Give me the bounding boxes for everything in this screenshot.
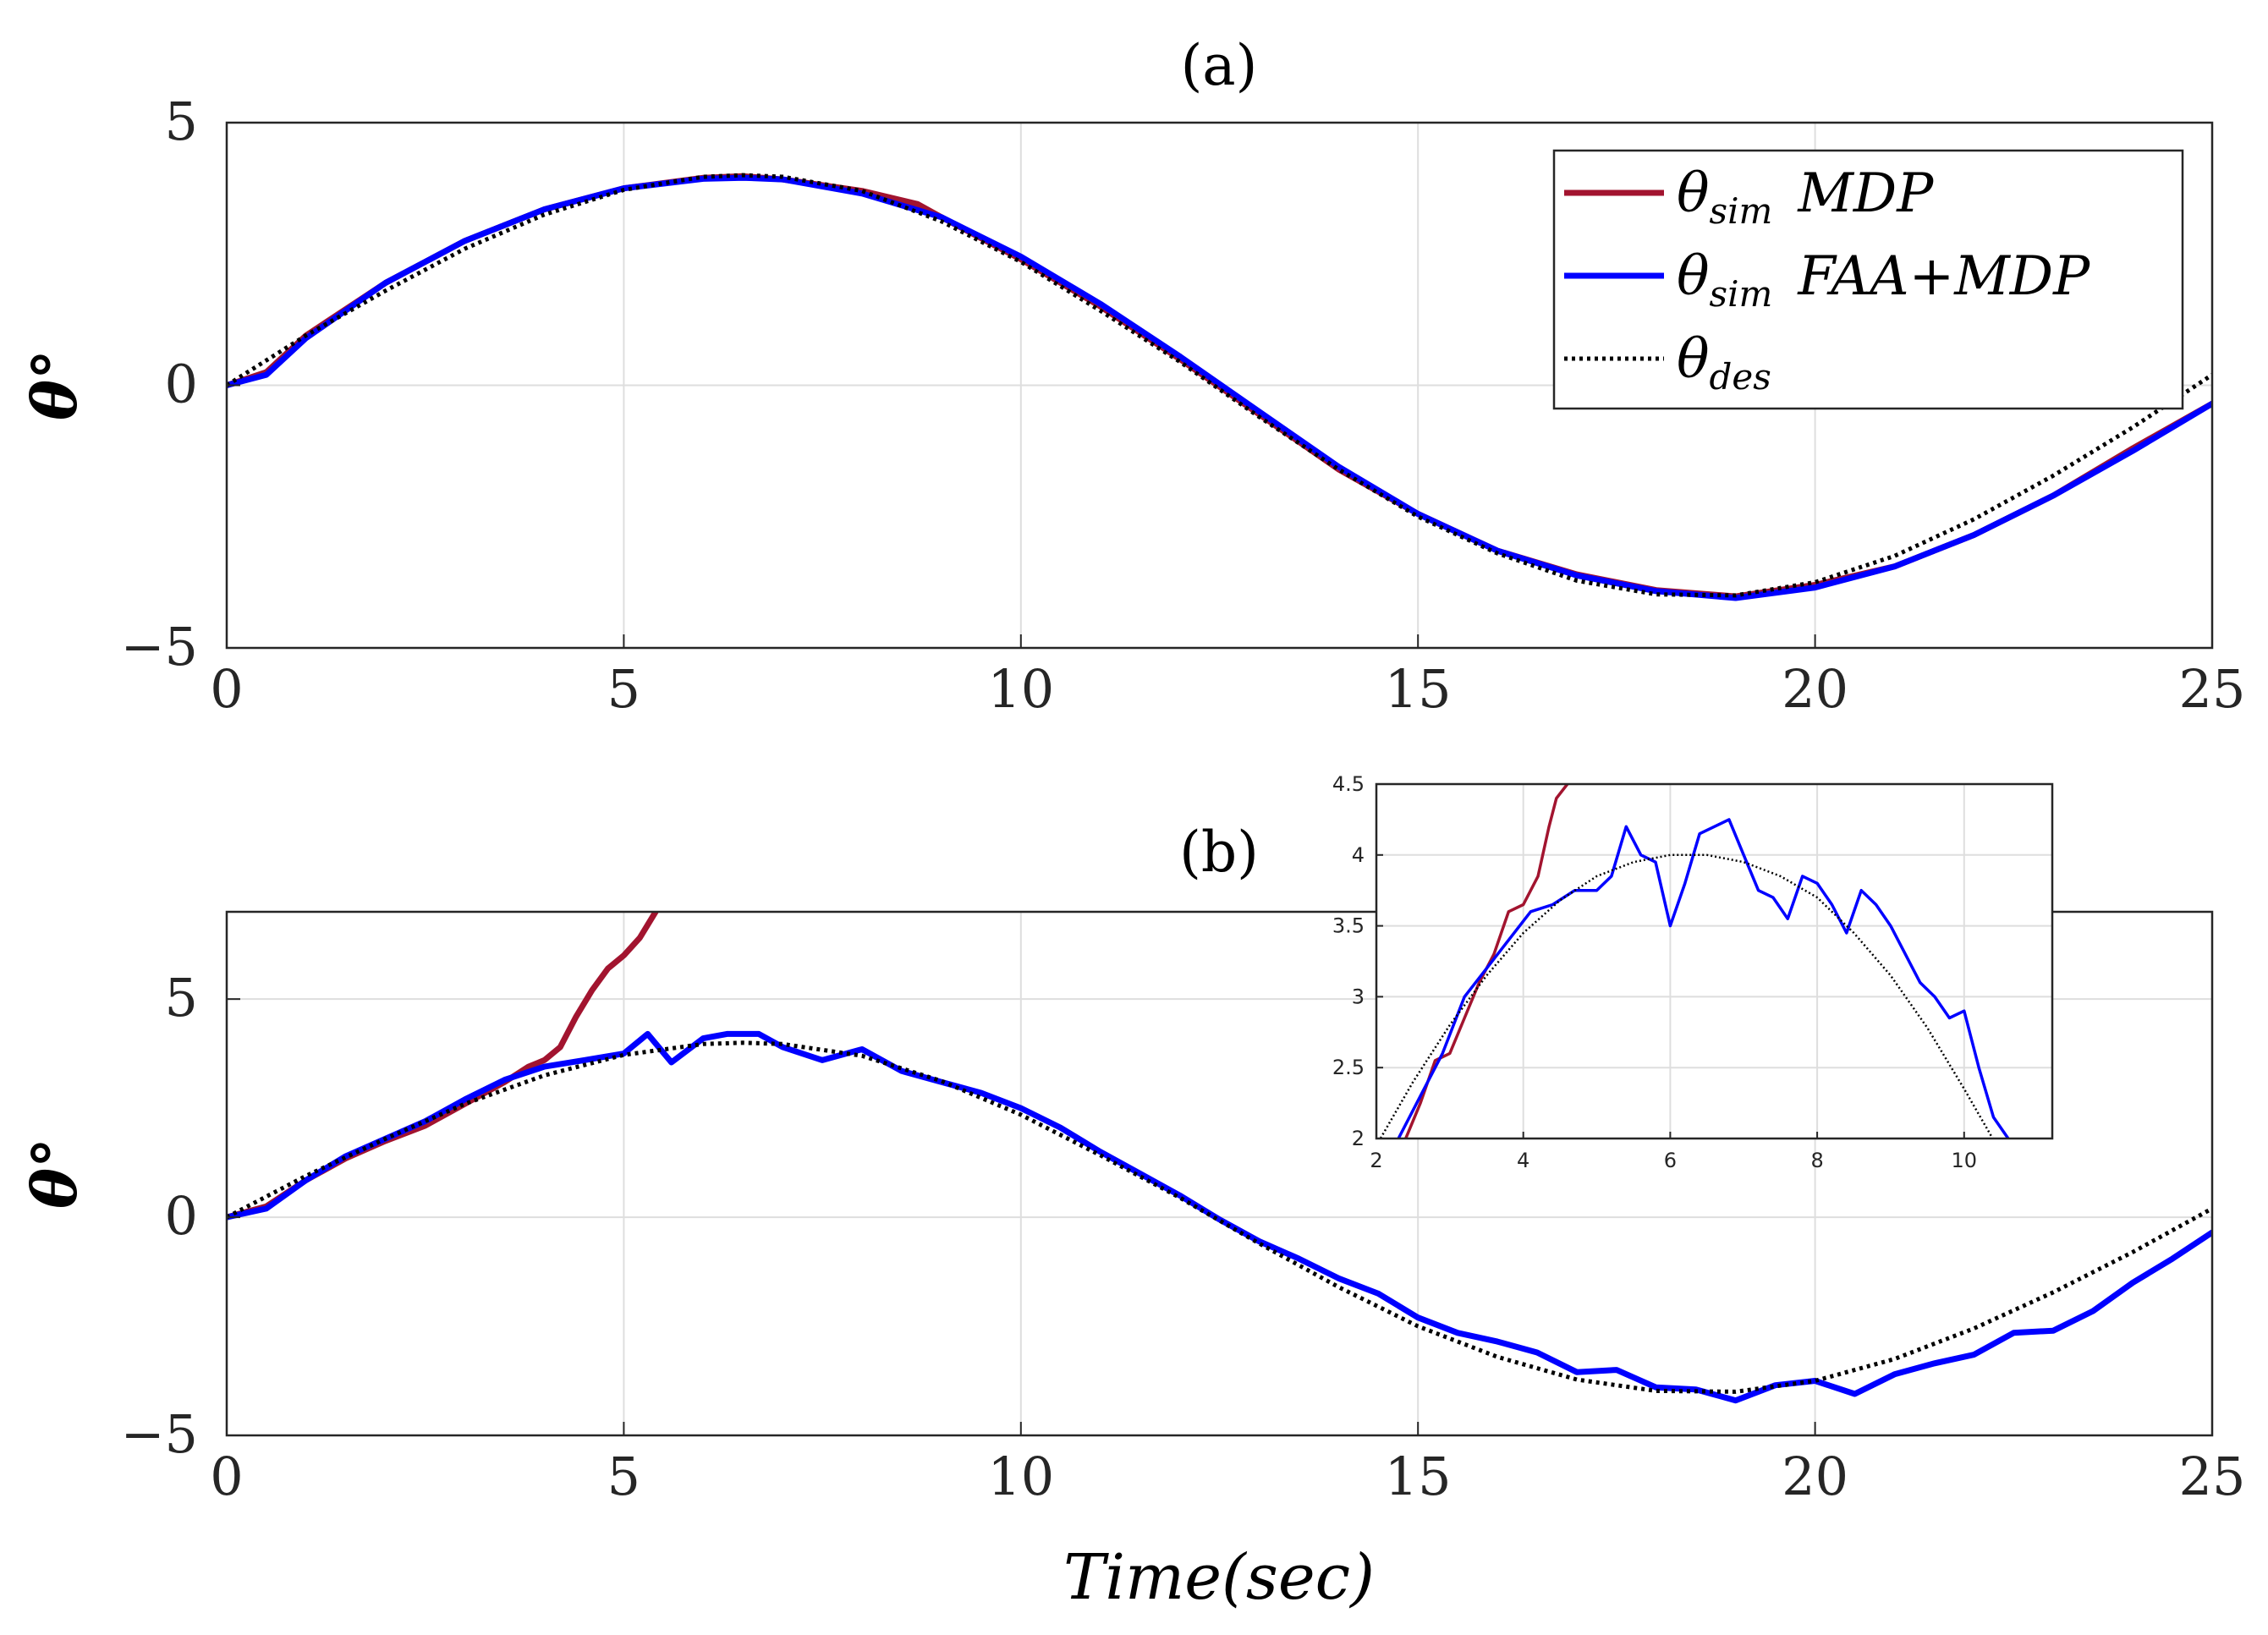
subplot-a-x-tick-label: 10 — [987, 658, 1054, 720]
subplot-inset-series-des — [1379, 853, 1994, 1138]
subplot-inset-x-tick-label: 10 — [1952, 1149, 1978, 1172]
subplot-inset-series-mdp — [1403, 784, 1569, 1138]
subplot-inset-axes-frame — [1375, 782, 2054, 1140]
subplot-b-series-group — [227, 912, 2212, 1404]
subplot-a-x-tick-label: 15 — [1385, 658, 1452, 720]
subplot-a-title: (a) — [1181, 33, 1258, 98]
subplot-inset-series-group — [1379, 784, 2010, 1138]
subplot-b-x-tick-label: 10 — [987, 1446, 1054, 1507]
subplot-b-x-tick-label: 5 — [607, 1446, 640, 1507]
subplot-a-x-tick-label: 0 — [210, 658, 243, 720]
subplot-a-y-axis-label: θ° — [19, 349, 91, 420]
subplot-b: (b) θ° Time(sec) 0 5 10 15 20 25−505 — [19, 820, 2245, 1614]
subplot-b-y-axis-label: θ° — [19, 1138, 91, 1209]
subplot-b-title: (b) — [1179, 820, 1259, 885]
subplot-inset-y-tick-label: 2 — [1352, 1127, 1365, 1150]
subplot-b-x-tick-label: 15 — [1385, 1446, 1452, 1507]
subplot-a-series-faa-mdp — [227, 174, 2212, 601]
subplot-b-y-tick-label: 5 — [165, 967, 198, 1029]
subplot-inset-x-tick-label: 8 — [1810, 1149, 1823, 1172]
inset-zoom: 2 4 6 8 10 2 2.5 3 3.5 4 4.5 — [1332, 772, 2054, 1172]
subplot-a-x-tick-label: 5 — [607, 658, 640, 720]
subplot-b-x-tick-label: 20 — [1782, 1446, 1848, 1507]
subplot-inset-series-faa-mdp — [1397, 818, 2010, 1138]
legend: θsim MDP θsim FAA+MDP θdes — [1552, 149, 2184, 410]
subplot-b-series-faa-mdp — [227, 1030, 2212, 1404]
subplot-inset-y-tick-label: 3 — [1352, 985, 1365, 1008]
subplot-b-axes-frame — [225, 910, 2214, 1437]
subplot-inset-x-tick-label: 4 — [1517, 1149, 1529, 1172]
subplot-a-y-tick-label: 5 — [165, 91, 198, 152]
subplot-a-x-tick-label: 25 — [2179, 658, 2246, 720]
subplot-a-series-group — [227, 173, 2212, 601]
subplot-inset-x-tick-label: 2 — [1370, 1149, 1382, 1172]
subplot-a-x-tick-label: 20 — [1782, 658, 1848, 720]
subplot-a-y-tick-label: 0 — [165, 354, 198, 415]
subplot-inset-y-tick-label: 2.5 — [1332, 1056, 1365, 1079]
subplot-inset-y-tick-label: 4.5 — [1332, 772, 1365, 796]
subplot-b-y-tick-label: 0 — [165, 1185, 198, 1247]
subplot-a-y-tick-label: −5 — [121, 616, 198, 678]
x-axis-label: Time(sec) — [1063, 1541, 1375, 1614]
subplot-a-series-des — [227, 173, 2212, 598]
subplot-b-x-tick-label: 0 — [210, 1446, 243, 1507]
legend-label-faa-mdp: θsim FAA+MDP — [1677, 245, 2090, 315]
subplot-inset-background — [1376, 784, 2052, 1138]
subplot-b-series-des — [227, 1040, 2212, 1394]
subplot-b-y-tick-label: −5 — [121, 1403, 198, 1465]
subplot-b-x-tick-label: 25 — [2179, 1446, 2246, 1507]
subplot-inset-y-tick-label: 3.5 — [1332, 914, 1365, 938]
subplot-inset-x-tick-label: 6 — [1664, 1149, 1677, 1172]
legend-label-mdp: θsim MDP — [1677, 162, 1934, 232]
legend-label-des: θdes — [1677, 328, 1771, 398]
subplot-inset-y-tick-label: 4 — [1352, 843, 1365, 867]
